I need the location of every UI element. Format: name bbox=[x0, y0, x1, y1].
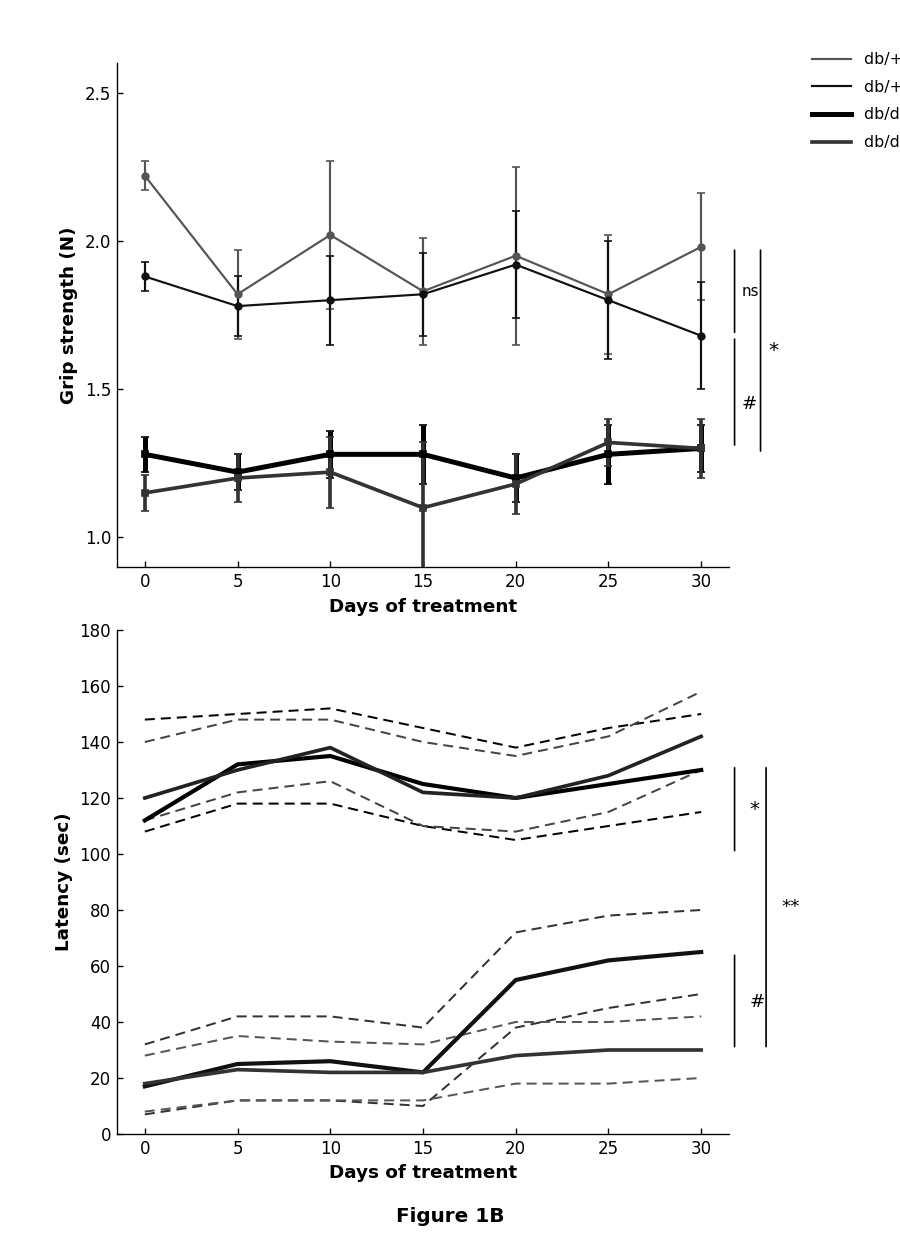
Y-axis label: Latency (sec): Latency (sec) bbox=[55, 813, 73, 951]
Text: Figure 1B: Figure 1B bbox=[396, 1207, 504, 1226]
Text: ns: ns bbox=[742, 284, 760, 299]
Text: **: ** bbox=[781, 898, 799, 916]
Text: #: # bbox=[750, 993, 765, 1012]
Text: *: * bbox=[750, 800, 760, 819]
Legend: db/+ vehicle, db/+ TRO, db/db vehicle, db/db TRO: db/+ vehicle, db/+ TRO, db/db vehicle, d… bbox=[806, 45, 900, 156]
Y-axis label: Grip strength (N): Grip strength (N) bbox=[60, 227, 78, 403]
Text: *: * bbox=[768, 341, 778, 360]
X-axis label: Days of treatment: Days of treatment bbox=[328, 1164, 518, 1182]
X-axis label: Days of treatment: Days of treatment bbox=[328, 597, 518, 615]
Text: #: # bbox=[742, 394, 757, 413]
